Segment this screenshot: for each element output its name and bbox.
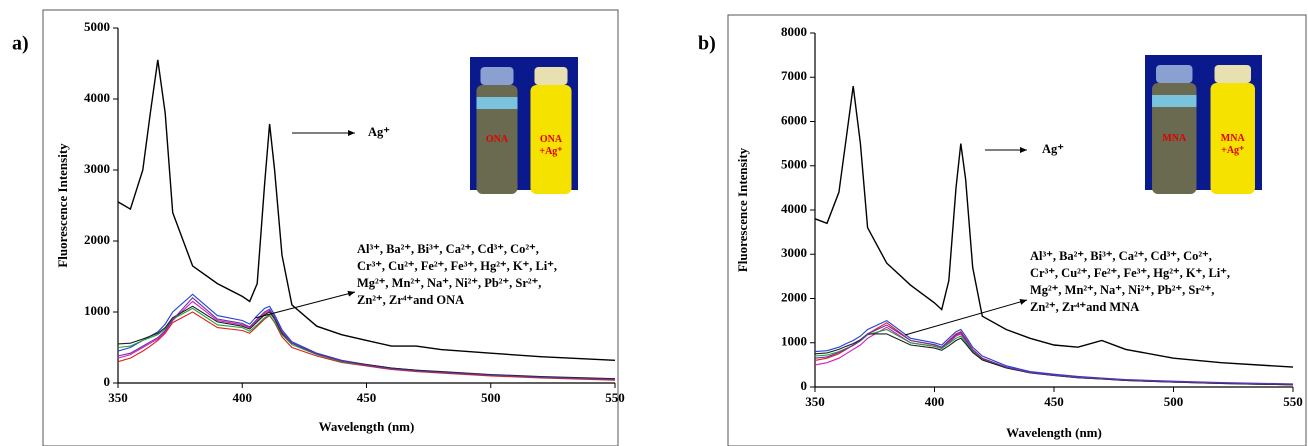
ions-label: Mg²⁺, Mn²⁺, Na⁺, Ni²⁺, Pb²⁺, Sr²⁺,	[357, 276, 541, 290]
x-axis-label: Wavelength (nm)	[319, 419, 415, 434]
vial-body	[476, 85, 518, 194]
vial-label: ONA	[540, 134, 563, 145]
y-tick-label: 8000	[781, 24, 807, 39]
x-tick-label: 450	[357, 390, 377, 405]
spectrum-line	[117, 307, 616, 380]
y-tick-label: 1000	[781, 334, 807, 349]
ions-label: Al³⁺, Ba²⁺, Bi³⁺, Ca²⁺, Cd³⁺, Co²⁺,	[357, 242, 539, 256]
ions-label: Mg²⁺, Mn²⁺, Na⁺, Ni²⁺, Pb²⁺, Sr²⁺,	[1030, 283, 1214, 297]
vial-cap	[480, 67, 514, 85]
spectrum-line	[814, 324, 1294, 385]
spectrum-line	[117, 297, 616, 380]
vial-body	[1210, 83, 1255, 194]
panel-label: b)	[698, 33, 716, 55]
y-tick-label: 0	[801, 378, 808, 393]
spectrum-line	[814, 86, 1294, 368]
y-tick-label: 3000	[781, 245, 807, 260]
panel-label: a)	[12, 33, 29, 55]
ions-label: Cr³⁺, Cu²⁺, Fe²⁺, Fe³⁺, Hg²⁺, K⁺, Li⁺,	[1030, 266, 1230, 280]
y-tick-label: 1000	[84, 303, 110, 318]
spectrum-line	[814, 326, 1294, 386]
y-axis-label: Fluorescence Intensity	[735, 147, 750, 272]
y-tick-label: 4000	[781, 201, 807, 216]
ions-arrow	[254, 290, 356, 319]
y-tick-label: 6000	[781, 112, 807, 127]
y-tick-label: 4000	[84, 90, 110, 105]
ions-label: Zn²⁺, Zr⁴⁺and MNA	[1030, 300, 1139, 314]
vial-label: ONA	[486, 134, 509, 145]
ag-label: Ag⁺	[368, 125, 390, 139]
ag-label: Ag⁺	[1042, 142, 1064, 156]
x-tick-label: 550	[605, 390, 625, 405]
spectrum-line	[117, 305, 616, 380]
x-tick-label: 350	[805, 394, 825, 409]
vial-cap	[1214, 65, 1251, 83]
vial-glow	[476, 97, 518, 109]
vial-label: MNA	[1162, 133, 1187, 144]
vial-glow	[1152, 95, 1197, 107]
x-tick-label: 450	[1044, 394, 1064, 409]
ions-label: Zn²⁺, Zr⁴⁺and ONA	[357, 293, 464, 307]
panel-frame	[42, 9, 619, 446]
y-tick-label: 3000	[84, 161, 110, 176]
x-tick-label: 350	[108, 390, 128, 405]
vial-cap	[1156, 65, 1193, 83]
x-axis-label: Wavelength (nm)	[1006, 425, 1102, 440]
x-tick-label: 400	[233, 390, 253, 405]
x-tick-label: 500	[1164, 394, 1184, 409]
vial-label: MNA	[1221, 133, 1246, 144]
panel-frame	[727, 14, 1307, 446]
spectrum-line	[814, 333, 1294, 386]
vial-label: +Ag⁺	[539, 146, 562, 157]
y-tick-label: 5000	[84, 19, 110, 34]
spectrum-line	[814, 319, 1294, 385]
y-tick-label: 7000	[781, 68, 807, 83]
vial-label: +Ag⁺	[1221, 145, 1244, 156]
x-tick-label: 400	[925, 394, 945, 409]
y-tick-label: 0	[104, 374, 111, 389]
y-tick-label: 5000	[781, 157, 807, 172]
x-tick-label: 500	[481, 390, 501, 405]
y-tick-label: 2000	[84, 232, 110, 247]
spectrum-line	[117, 59, 616, 361]
vial-body	[530, 85, 572, 194]
ions-label: Cr³⁺, Cu²⁺, Fe²⁺, Fe³⁺, Hg²⁺, K⁺, Li⁺,	[357, 259, 557, 273]
ions-label: Al³⁺, Ba²⁺, Bi³⁺, Ca²⁺, Cd³⁺, Co²⁺,	[1030, 249, 1212, 263]
x-tick-label: 550	[1283, 394, 1303, 409]
vial-cap	[534, 67, 568, 85]
spectrum-line	[117, 311, 616, 381]
vial-body	[1152, 83, 1197, 194]
y-tick-label: 2000	[781, 289, 807, 304]
spectrum-line	[814, 328, 1294, 386]
y-axis-label: Fluorescence Intensity	[55, 143, 70, 268]
ions-arrow	[904, 299, 1028, 336]
